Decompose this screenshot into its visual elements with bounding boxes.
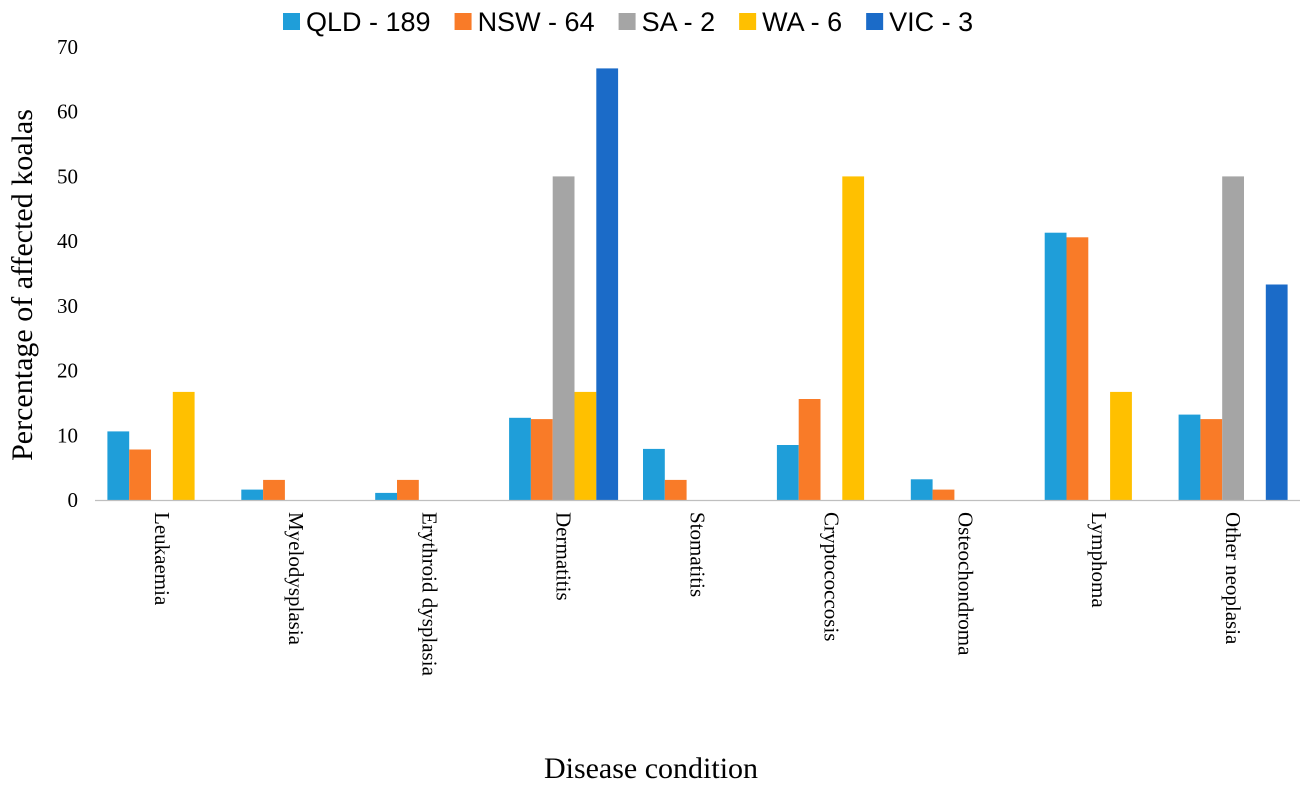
bar-nsw-myelodysplasia — [263, 479, 285, 500]
legend: QLD - 189 NSW - 64 SA - 2 WA - 6 VIC - 3 — [283, 7, 973, 37]
legend-swatch — [739, 13, 757, 30]
bar-nsw-erythroid-dysplasia — [397, 479, 419, 500]
x-tick-label: Leukaemia — [150, 512, 174, 606]
legend-swatch — [618, 13, 636, 30]
legend-label: SA - 2 — [642, 7, 716, 37]
bar-nsw-dermatitis — [530, 419, 553, 500]
bar-wa-leukaemia — [172, 391, 195, 500]
bar-qld-dermatitis — [509, 417, 531, 500]
bar-qld-erythroid-dysplasia — [375, 492, 397, 500]
bar-wa-cryptococcosis — [842, 176, 865, 500]
bar-wa-dermatitis — [574, 391, 597, 500]
x-tick-label: Lymphoma — [1087, 512, 1111, 608]
bars — [107, 68, 1288, 501]
bar-nsw-osteochondroma — [932, 489, 955, 500]
y-tick-label: 10 — [57, 423, 78, 447]
y-tick-label: 40 — [57, 229, 78, 253]
x-tick-label: Myelodysplasia — [284, 512, 308, 646]
y-tick-label: 30 — [57, 294, 78, 318]
bar-nsw-stomatitis — [664, 479, 687, 500]
bar-nsw-lymphoma — [1066, 237, 1089, 501]
y-tick-label: 0 — [68, 488, 79, 512]
y-tick-label: 50 — [57, 164, 78, 188]
bar-vic-dermatitis — [596, 68, 619, 501]
bar-qld-lymphoma — [1044, 232, 1067, 500]
y-axis: 0 10 20 30 40 50 60 70 — [57, 35, 78, 512]
bar-wa-lymphoma — [1110, 391, 1132, 500]
x-tick-label: Osteochondroma — [953, 512, 977, 656]
bar-qld-myelodysplasia — [241, 489, 264, 500]
x-tick-label: Cryptococcosis — [819, 512, 843, 641]
legend-swatch — [283, 13, 300, 30]
bar-nsw-other-neoplasia — [1200, 419, 1223, 500]
x-axis-title: Disease condition — [544, 752, 758, 785]
legend-swatch — [454, 13, 472, 30]
y-tick-label: 60 — [57, 100, 78, 124]
x-tick-label: Dermatitis — [552, 512, 576, 601]
bar-qld-other-neoplasia — [1178, 414, 1201, 500]
x-axis: Leukaemia Myelodysplasia Erythroid dysplas… — [95, 499, 1300, 677]
y-tick-label: 70 — [57, 35, 78, 59]
bar-sa-other-neoplasia — [1222, 176, 1244, 500]
x-tick-label: Erythroid dysplasia — [418, 512, 442, 677]
bar-nsw-leukaemia — [129, 449, 151, 500]
legend-label: QLD - 189 — [306, 7, 431, 37]
y-tick-label: 20 — [57, 359, 78, 383]
bar-vic-other-neoplasia — [1265, 284, 1288, 500]
bar-qld-cryptococcosis — [776, 445, 799, 500]
legend-swatch — [866, 13, 884, 30]
x-tick-label: Stomatitis — [686, 512, 710, 597]
legend-label: WA - 6 — [762, 7, 842, 37]
bar-sa-dermatitis — [552, 176, 575, 500]
x-tick-label: Other neoplasia — [1221, 512, 1245, 645]
legend-label: VIC - 3 — [889, 7, 973, 37]
y-axis-title: Percentage of affected koalas — [6, 109, 39, 461]
bar-nsw-cryptococcosis — [798, 399, 821, 500]
bar-qld-stomatitis — [643, 448, 665, 500]
bar-qld-osteochondroma — [910, 479, 933, 500]
legend-label: NSW - 64 — [478, 7, 595, 37]
bar-qld-leukaemia — [107, 431, 130, 500]
